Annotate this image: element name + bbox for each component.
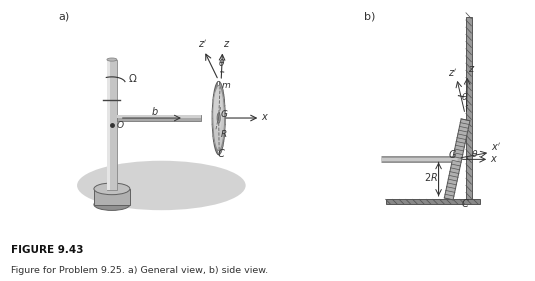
Ellipse shape bbox=[77, 161, 246, 210]
Polygon shape bbox=[444, 119, 470, 200]
Text: a): a) bbox=[58, 11, 69, 21]
Text: $G$: $G$ bbox=[448, 148, 457, 160]
Text: $\theta$: $\theta$ bbox=[462, 90, 469, 101]
Ellipse shape bbox=[94, 199, 130, 210]
Polygon shape bbox=[107, 60, 110, 190]
Text: $m$: $m$ bbox=[221, 81, 231, 90]
Bar bbox=[386, 199, 480, 204]
Text: $C$: $C$ bbox=[217, 147, 226, 159]
Text: $z'$: $z'$ bbox=[198, 38, 207, 50]
Polygon shape bbox=[107, 60, 117, 190]
Ellipse shape bbox=[213, 89, 223, 131]
Ellipse shape bbox=[107, 58, 117, 61]
Text: $z$: $z$ bbox=[468, 64, 475, 74]
Text: $\theta$: $\theta$ bbox=[218, 57, 225, 68]
Text: Figure for Problem 9.25. a) General view, b) side view.: Figure for Problem 9.25. a) General view… bbox=[11, 266, 268, 275]
Polygon shape bbox=[117, 115, 201, 118]
Text: $z$: $z$ bbox=[224, 39, 231, 49]
Text: $b$: $b$ bbox=[151, 105, 159, 117]
Text: $x$: $x$ bbox=[490, 154, 498, 164]
Text: $\theta$: $\theta$ bbox=[471, 148, 478, 159]
Ellipse shape bbox=[213, 85, 225, 151]
Text: $x$: $x$ bbox=[262, 112, 270, 122]
Text: $2R$: $2R$ bbox=[424, 171, 438, 183]
Bar bbox=[465, 17, 472, 199]
Text: $R$: $R$ bbox=[219, 128, 227, 139]
Text: $x'$: $x'$ bbox=[491, 141, 501, 153]
Polygon shape bbox=[94, 189, 130, 205]
Text: $C$: $C$ bbox=[462, 197, 470, 209]
Text: $z'$: $z'$ bbox=[448, 67, 457, 79]
Ellipse shape bbox=[217, 113, 220, 123]
Text: $O$: $O$ bbox=[116, 119, 125, 130]
Text: $G$: $G$ bbox=[220, 108, 229, 119]
Text: FIGURE 9.43: FIGURE 9.43 bbox=[11, 245, 83, 255]
Text: $\Omega$: $\Omega$ bbox=[128, 72, 137, 84]
Polygon shape bbox=[117, 115, 201, 121]
Text: b): b) bbox=[364, 11, 376, 21]
Ellipse shape bbox=[94, 183, 130, 195]
